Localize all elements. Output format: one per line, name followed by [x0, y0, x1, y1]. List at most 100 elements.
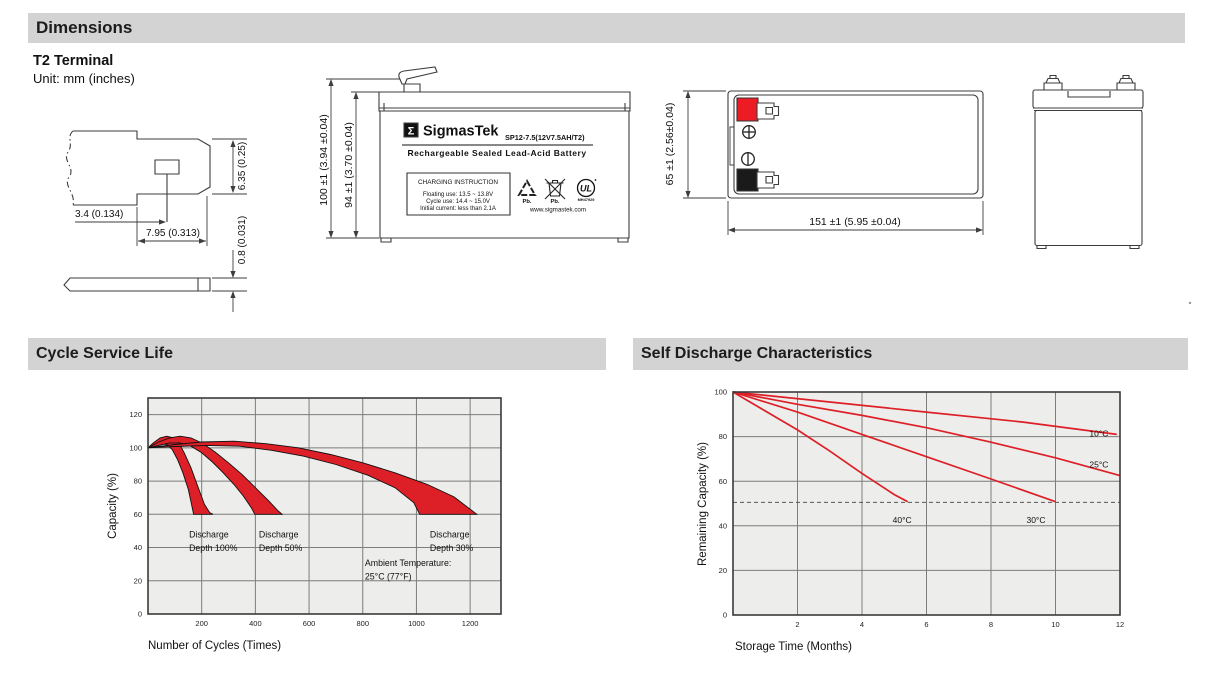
- dimensions-section-header: Dimensions: [28, 13, 1185, 43]
- chart-annotation: 25°C (77°F): [365, 571, 412, 581]
- x-tick-label: 600: [303, 619, 316, 628]
- terminal-detail-drawing: 3.4 (0.134) 7.95 (0.313) 6.35 (0.25) 0.8…: [55, 105, 248, 320]
- self-discharge-title: Self Discharge Characteristics: [641, 345, 873, 362]
- x-axis-label: Number of Cycles (Times): [148, 640, 281, 652]
- crossed-bin-pb-icon: [545, 179, 565, 199]
- chart-annotation: Depth 100%: [189, 543, 238, 553]
- y-tick-label: 100: [129, 443, 142, 452]
- x-tick-label: 4: [860, 620, 864, 629]
- terminal-type-title: T2 Terminal: [33, 53, 114, 69]
- x-tick-label: 1000: [408, 619, 425, 628]
- dim-container-height-text: 94 ±1 (3.70 ±0.04): [343, 122, 355, 208]
- y-axis-label: Remaining Capacity (%): [697, 442, 709, 566]
- unit-note: Unit: mm (inches): [33, 71, 135, 86]
- battery-top-view-drawing: 65 ±1 (2.56±0.04) 151 ±1 (5.95 ±0.04): [664, 65, 1000, 240]
- series-label: 30°C: [1026, 515, 1045, 525]
- y-tick-label: 20: [719, 566, 727, 575]
- y-tick-label: 40: [719, 521, 727, 530]
- x-tick-label: 2: [795, 620, 799, 629]
- dim-width-text: 7.95 (0.313): [146, 228, 200, 239]
- series-line: [732, 391, 1056, 503]
- cycle-service-life-chart: 200 400 600 800 1000 1200 0 20 40 60 80 100 120 Disch…: [107, 397, 502, 652]
- bent-terminal-blade: [399, 67, 437, 84]
- chart-annotation: Discharge: [430, 530, 470, 540]
- stray-dot: [1188, 301, 1192, 305]
- y-tick-label: 100: [714, 388, 727, 397]
- battery-end-view-drawing: [1020, 60, 1210, 255]
- bin-pb-label: Pb.: [550, 199, 559, 205]
- terminal-thickness-strip: [64, 278, 210, 291]
- dim-total-height-text: 100 ±1 (3.94 ±0.04): [318, 114, 330, 206]
- series-line: [732, 391, 1121, 477]
- dim-thickness-text: 0.8 (0.031): [237, 216, 248, 264]
- charging-instruction-box: [407, 173, 510, 215]
- series-line: [732, 391, 909, 503]
- ul-code-text: MH47929: [578, 197, 596, 202]
- chart-annotation: Discharge: [189, 530, 229, 540]
- end-view-lid: [1033, 90, 1143, 108]
- dim-top-height-text: 65 ±1 (2.56±0.04): [664, 103, 676, 186]
- y-tick-label: 0: [138, 610, 142, 619]
- chart-annotation: Depth 50%: [259, 543, 303, 553]
- negative-terminal-symbol: [742, 153, 755, 166]
- model-text: SP12-7.5(12V7.5AH/T2): [505, 133, 585, 142]
- x-tick-label: 12: [1116, 620, 1124, 629]
- svg-text:UL: UL: [580, 184, 592, 194]
- dim-offset-text: 3.4 (0.134): [75, 209, 123, 220]
- x-tick-label: 8: [989, 620, 993, 629]
- cycle-service-life-header: Cycle Service Life: [28, 338, 606, 370]
- recycle-pb-label: Pb.: [522, 199, 531, 205]
- discharge-band: [147, 440, 479, 515]
- terminal-break-line: [66, 131, 73, 205]
- y-tick-label: 40: [134, 543, 142, 552]
- plot-border: [732, 391, 1121, 616]
- sigma-logo: [404, 123, 418, 137]
- x-tick-label: 1200: [462, 619, 479, 628]
- y-tick-label: 60: [719, 477, 727, 486]
- dim-length-text: 151 ±1 (5.95 ±0.04): [809, 216, 901, 228]
- series-label: 40°C: [893, 515, 912, 525]
- x-tick-label: 400: [249, 619, 262, 628]
- x-tick-label: 200: [195, 619, 208, 628]
- series-line: [732, 391, 1117, 436]
- dimensions-title: Dimensions: [36, 18, 133, 37]
- chart-annotation: Ambient Temperature:: [365, 558, 451, 568]
- self-discharge-chart: 10°C 25°C 30°C 40°C 2 4 6 8 10 12 0 20 40 60 80 100 Rema…: [697, 388, 1124, 653]
- x-tick-label: 800: [356, 619, 369, 628]
- positive-terminal: [737, 98, 758, 121]
- self-discharge-header: Self Discharge Characteristics: [633, 338, 1188, 370]
- y-tick-label: 0: [723, 611, 727, 620]
- dim-height-text: 6.35 (0.25): [237, 142, 248, 190]
- y-tick-label: 60: [134, 510, 142, 519]
- website-text: www.sigmastek.com: [529, 207, 586, 214]
- x-axis-label: Storage Time (Months): [735, 641, 852, 653]
- terminal-dimple: [155, 160, 179, 174]
- x-tick-label: 6: [924, 620, 928, 629]
- ul-mark-icon: UL: [578, 179, 597, 196]
- terminal-blade-outline: [73, 131, 210, 205]
- charging-title: CHARGING INSTRUCTION: [418, 179, 498, 186]
- positive-terminal-symbol: [743, 126, 756, 139]
- negative-terminal: [737, 169, 758, 191]
- front-terminal-tab: [404, 84, 420, 92]
- battery-front-view-drawing: 100 ±1 (3.94 ±0.04) 94 ±1 (3.70 ±0.04) Σ…: [318, 60, 645, 260]
- product-line-text: Rechargeable Sealed Lead-Acid Battery: [407, 148, 586, 158]
- y-tick-label: 80: [719, 432, 727, 441]
- chart-annotation: Depth 30%: [430, 543, 474, 553]
- chart-annotation: Discharge: [259, 530, 299, 540]
- charging-line-3: Initial current: less than 2.1A: [420, 206, 496, 212]
- series-label: 10°C: [1089, 428, 1108, 438]
- x-tick-label: 10: [1051, 620, 1059, 629]
- charging-line-1: Floating use: 13.5 ~ 13.8V: [423, 192, 493, 198]
- brand-text: SigmasTek: [423, 124, 499, 140]
- y-tick-label: 20: [134, 576, 142, 585]
- y-axis-label: Capacity (%): [107, 473, 119, 539]
- recycle-pb-icon: [519, 181, 535, 195]
- cycle-service-life-title: Cycle Service Life: [36, 345, 173, 362]
- sigma-glyph: Σ: [408, 126, 415, 138]
- charging-line-2: Cycle use: 14.4 ~ 15.0V: [426, 199, 490, 205]
- y-tick-label: 80: [134, 477, 142, 486]
- end-view-body: [1035, 111, 1142, 246]
- y-tick-label: 120: [129, 410, 142, 419]
